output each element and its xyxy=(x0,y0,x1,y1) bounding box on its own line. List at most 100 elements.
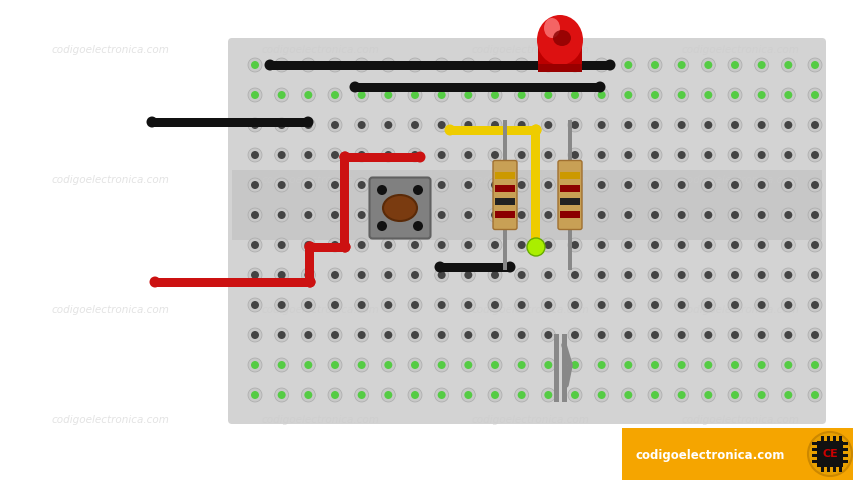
Circle shape xyxy=(408,118,421,132)
Circle shape xyxy=(597,361,605,369)
Circle shape xyxy=(704,91,711,99)
Circle shape xyxy=(810,271,818,279)
Circle shape xyxy=(783,331,792,339)
Circle shape xyxy=(567,148,581,162)
Bar xyxy=(270,60,609,70)
Circle shape xyxy=(381,298,395,312)
Circle shape xyxy=(727,208,741,222)
Circle shape xyxy=(624,61,631,69)
Bar xyxy=(811,454,816,457)
Circle shape xyxy=(264,60,276,71)
Circle shape xyxy=(275,238,288,252)
Circle shape xyxy=(674,148,688,162)
Circle shape xyxy=(354,118,368,132)
Text: codigoelectronica.com: codigoelectronica.com xyxy=(261,175,379,185)
Circle shape xyxy=(517,211,525,219)
Circle shape xyxy=(328,208,341,222)
Circle shape xyxy=(487,58,502,72)
Circle shape xyxy=(594,238,608,252)
Circle shape xyxy=(410,331,419,339)
Circle shape xyxy=(621,268,635,282)
Circle shape xyxy=(810,301,818,309)
Circle shape xyxy=(444,124,455,135)
Circle shape xyxy=(277,61,286,69)
Circle shape xyxy=(571,301,578,309)
Circle shape xyxy=(810,211,818,219)
Circle shape xyxy=(754,178,768,192)
Circle shape xyxy=(704,271,711,279)
Circle shape xyxy=(621,208,635,222)
Circle shape xyxy=(757,91,765,99)
Circle shape xyxy=(514,58,528,72)
Circle shape xyxy=(304,91,312,99)
Circle shape xyxy=(650,301,659,309)
Circle shape xyxy=(437,151,445,159)
Circle shape xyxy=(149,276,160,288)
Text: codigoelectronica.com: codigoelectronica.com xyxy=(51,175,169,185)
Circle shape xyxy=(504,262,515,273)
Circle shape xyxy=(461,238,475,252)
Circle shape xyxy=(780,328,794,342)
Circle shape xyxy=(700,208,715,222)
Circle shape xyxy=(541,118,554,132)
Circle shape xyxy=(674,178,688,192)
Circle shape xyxy=(543,331,552,339)
Circle shape xyxy=(304,271,312,279)
Circle shape xyxy=(757,151,765,159)
Circle shape xyxy=(757,121,765,129)
Circle shape xyxy=(543,211,552,219)
Circle shape xyxy=(328,88,341,102)
Circle shape xyxy=(490,331,498,339)
Circle shape xyxy=(147,117,157,128)
Circle shape xyxy=(247,298,262,312)
Circle shape xyxy=(567,358,581,372)
Circle shape xyxy=(594,268,608,282)
Circle shape xyxy=(571,181,578,189)
Bar xyxy=(537,38,581,68)
Circle shape xyxy=(328,358,341,372)
Circle shape xyxy=(543,361,552,369)
Circle shape xyxy=(487,208,502,222)
Circle shape xyxy=(530,124,541,135)
Circle shape xyxy=(349,82,360,93)
Circle shape xyxy=(410,181,419,189)
Circle shape xyxy=(328,328,341,342)
Circle shape xyxy=(650,61,659,69)
Bar xyxy=(842,460,847,463)
Circle shape xyxy=(331,361,339,369)
Circle shape xyxy=(304,211,312,219)
Circle shape xyxy=(754,388,768,402)
Bar xyxy=(567,120,572,163)
Circle shape xyxy=(357,211,365,219)
Circle shape xyxy=(526,238,544,256)
Circle shape xyxy=(487,328,502,342)
Circle shape xyxy=(541,358,554,372)
Circle shape xyxy=(277,241,286,249)
Circle shape xyxy=(410,151,419,159)
Circle shape xyxy=(357,91,365,99)
Circle shape xyxy=(247,178,262,192)
Circle shape xyxy=(464,211,472,219)
Circle shape xyxy=(700,268,715,282)
Circle shape xyxy=(783,121,792,129)
Circle shape xyxy=(517,91,525,99)
Circle shape xyxy=(464,301,472,309)
Circle shape xyxy=(408,178,421,192)
Bar xyxy=(154,277,310,287)
Circle shape xyxy=(727,238,741,252)
Circle shape xyxy=(647,388,661,402)
Circle shape xyxy=(810,241,818,249)
Circle shape xyxy=(354,178,368,192)
Circle shape xyxy=(275,148,288,162)
Circle shape xyxy=(247,358,262,372)
Bar xyxy=(832,436,835,441)
Circle shape xyxy=(514,88,528,102)
Circle shape xyxy=(571,271,578,279)
Circle shape xyxy=(331,121,339,129)
Circle shape xyxy=(807,238,821,252)
Circle shape xyxy=(251,211,258,219)
Circle shape xyxy=(757,61,765,69)
Circle shape xyxy=(810,361,818,369)
Circle shape xyxy=(275,208,288,222)
Circle shape xyxy=(331,211,339,219)
